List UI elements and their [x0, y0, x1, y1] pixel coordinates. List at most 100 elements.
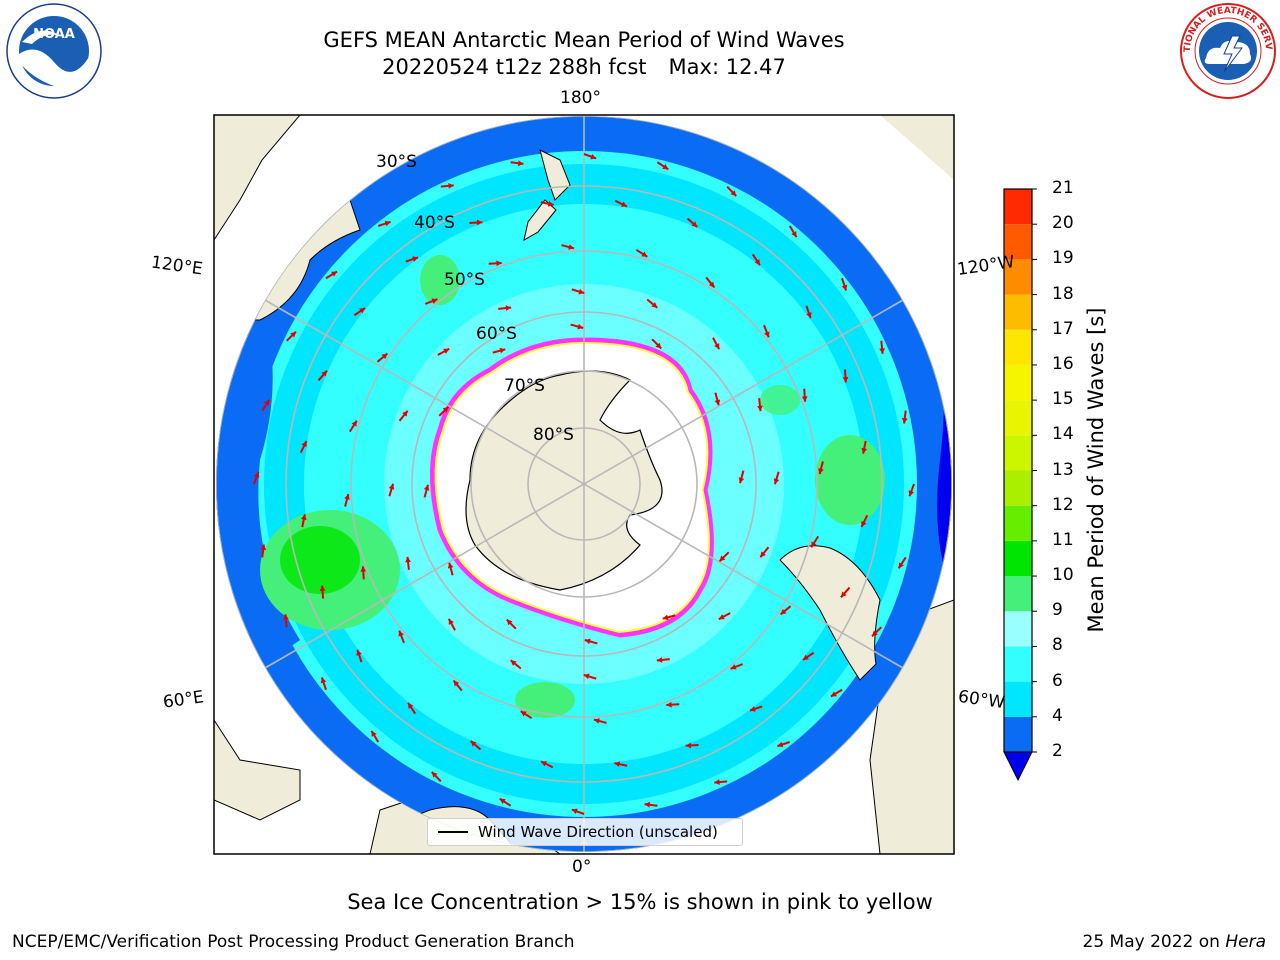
colorbar-tick-label: 13 — [1052, 459, 1074, 480]
sea-ice-note: Sea Ice Concentration > 15% is shown in … — [347, 890, 933, 914]
wind-arrow-head — [590, 153, 597, 160]
wind-arrow-head — [777, 741, 784, 748]
wind-arrow-head — [499, 347, 506, 354]
colorbar-segment — [1004, 716, 1032, 752]
wind-arrow-head — [321, 370, 328, 377]
wind-arrow-head — [908, 490, 915, 497]
wind-arrow-head — [773, 478, 780, 485]
colorbar-tick-label: 11 — [1052, 529, 1074, 550]
wind-arrow-head — [872, 630, 878, 637]
wind-arrow-head — [666, 701, 672, 708]
wind-arrow-head — [470, 740, 477, 747]
wind-arrow-head — [757, 405, 763, 412]
colorbar-tick-label: 19 — [1052, 248, 1074, 269]
wind-arrow-head — [861, 447, 868, 454]
wind-arrow-head — [320, 677, 327, 684]
wind-arrow-head — [593, 718, 600, 724]
colorbar-tick-label: 16 — [1052, 353, 1074, 374]
wind-arrow-head — [412, 256, 419, 262]
lon-label-180: 180° — [560, 88, 601, 108]
wind-arrow-head — [780, 608, 787, 615]
footer-date: 25 May 2022 on Hera — [1083, 932, 1267, 952]
nws-logo: NATIONAL WEATHER SERVICE — [1178, 2, 1276, 99]
wind-arrow-head — [662, 164, 669, 170]
wind-arrow-head — [442, 406, 449, 413]
wind-arrow-head — [510, 660, 517, 666]
wind-arrow-head — [651, 302, 658, 308]
wind-arrow-head — [301, 441, 307, 448]
lat-label-30s: 30°S — [376, 152, 417, 172]
wind-arrow-head — [290, 331, 296, 338]
wind-arrow-head — [879, 348, 885, 354]
colorbar-segment — [1004, 435, 1032, 471]
wind-arrow-head — [811, 541, 817, 548]
wind-arrow-head — [578, 288, 585, 295]
wind-arrow-head — [371, 730, 377, 737]
wind-arrow-head — [499, 798, 506, 804]
colorbar-segment — [1004, 540, 1032, 577]
wind-arrow-head — [402, 410, 408, 417]
wind-arrow-head — [517, 160, 524, 167]
lon-label-0: 0° — [572, 857, 592, 877]
wind-arrow-head — [764, 331, 770, 338]
wind-arrow-head — [351, 420, 357, 427]
colorbar-tick-label: 15 — [1052, 389, 1074, 410]
colorbar-segment — [1004, 189, 1032, 225]
lat-label-70s: 70°S — [504, 376, 545, 396]
colorbar-tick-label: 21 — [1052, 178, 1074, 198]
colorbar-segment — [1004, 294, 1032, 330]
wind-arrow-head — [754, 259, 760, 266]
colorbar-label: Mean Period of Wind Waves [s] — [1084, 307, 1108, 633]
wind-arrow-head — [708, 281, 715, 288]
wind-arrow-head — [806, 312, 812, 319]
wind-arrow-head — [760, 551, 766, 558]
wind-arrow-head — [520, 711, 527, 717]
wind-arrow-head — [260, 544, 267, 551]
wind-arrow-head — [584, 638, 591, 645]
lat-label-60s: 60°S — [476, 324, 517, 344]
colorbar-tick-label: 6 — [1052, 670, 1063, 691]
legend: Wind Wave Direction (unscaled) — [427, 818, 743, 846]
colorbar-segment — [1004, 329, 1032, 365]
legend-label: Wind Wave Direction (unscaled) — [478, 823, 718, 841]
wind-arrow-head — [656, 657, 663, 663]
lat-label-40s: 40°S — [414, 213, 455, 233]
footer-date-text: 25 May 2022 on — [1082, 932, 1226, 952]
colorbar-segment — [1004, 646, 1032, 682]
graticule — [216, 116, 952, 852]
wind-arrow-head — [360, 566, 367, 572]
colorbar-tick-label: 2 — [1052, 741, 1063, 761]
wind-arrow-head — [861, 520, 867, 527]
colorbar-tick-label: 12 — [1052, 494, 1074, 515]
wind-arrow-head — [841, 284, 848, 291]
wind-arrow-head — [423, 484, 430, 491]
colorbar-segment — [1004, 470, 1032, 506]
wind-arrow-head — [547, 200, 554, 207]
colorbar-tick-label: 9 — [1052, 600, 1063, 621]
wind-arrow-head — [443, 348, 450, 354]
wind-arrow-head — [496, 260, 502, 267]
wind-arrow-head — [730, 190, 737, 196]
wind-arrow-head — [283, 614, 289, 620]
footer-machine: Hera — [1225, 932, 1266, 952]
wind-arrow-head — [506, 619, 513, 626]
footer-credit: NCEP/EMC/Verification Post Processing Pr… — [12, 932, 575, 952]
wind-arrow-head — [408, 702, 414, 709]
wind-arrow-head — [898, 562, 904, 569]
wind-arrow-head — [738, 477, 745, 484]
wind-arrow-head — [714, 779, 720, 785]
wind-arrow-head — [405, 556, 411, 563]
wind-arrow-head — [714, 343, 720, 350]
chart-subtitle: 20220524 t12z 288h fcst Max: 12.47 — [234, 54, 934, 81]
wind-arrow-head — [448, 618, 454, 625]
wind-arrow-head — [264, 399, 270, 406]
wind-arrow-head — [620, 201, 627, 207]
wind-arrow-head — [431, 772, 438, 778]
colorbar-segment — [1004, 224, 1032, 260]
wind-arrow-head — [719, 555, 726, 562]
wind-arrow-head — [801, 396, 808, 402]
colorbar-tick-label: 14 — [1052, 424, 1074, 445]
wind-arrow-head — [381, 353, 388, 360]
wind-arrow-head — [691, 221, 698, 228]
wind-arrow-head — [662, 614, 669, 621]
